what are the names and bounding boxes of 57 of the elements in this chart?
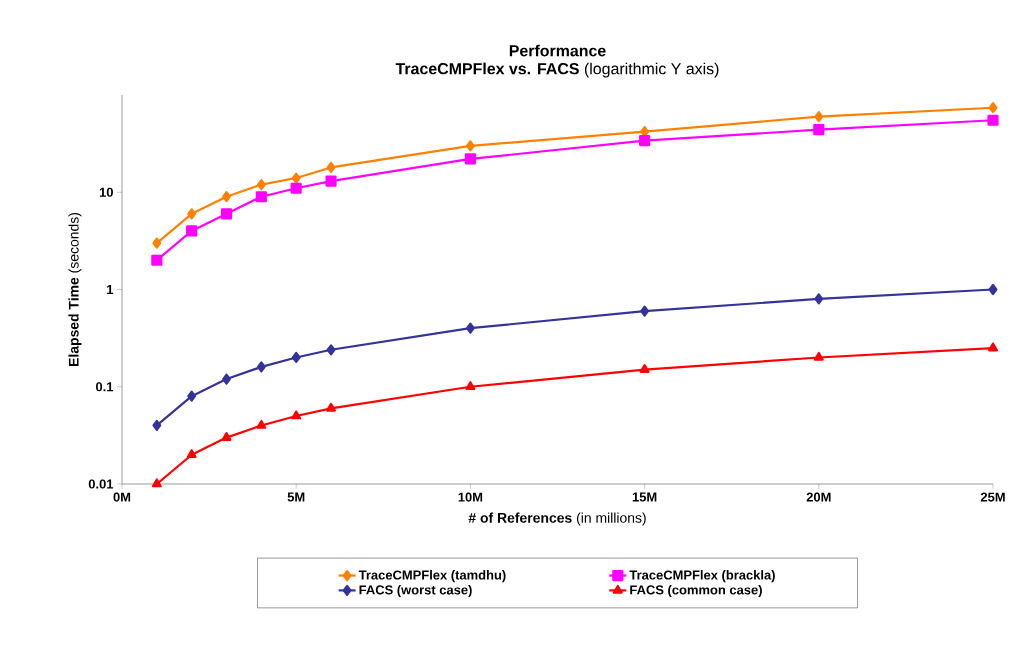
point — [186, 449, 197, 459]
legend-label: TraceCMPFlex (brackla) — [629, 570, 775, 583]
x-tick-label: 0M — [113, 492, 131, 502]
point — [640, 305, 650, 317]
point — [813, 124, 825, 136]
point — [814, 293, 824, 305]
point — [290, 182, 302, 194]
point — [988, 102, 998, 114]
point — [639, 364, 650, 373]
point — [464, 153, 476, 165]
y-tick-label: 1 — [107, 285, 114, 294]
point — [220, 208, 233, 220]
y-tick-label: 0.1 — [95, 382, 114, 392]
point — [326, 161, 336, 174]
y-axis-title: Elapsed Time (seconds) — [68, 212, 82, 366]
point — [988, 283, 998, 296]
point — [222, 373, 231, 385]
legend-label: FACS (worst case) — [359, 584, 472, 598]
point — [256, 419, 267, 429]
point — [813, 351, 824, 361]
point — [187, 208, 197, 220]
point — [187, 390, 197, 402]
point — [291, 410, 302, 420]
point — [326, 402, 337, 412]
point — [465, 322, 475, 334]
point — [291, 351, 301, 364]
point — [639, 134, 651, 147]
point — [814, 110, 824, 123]
point — [465, 381, 476, 391]
chart-subtitle: TraceCMPFlex vs. FACS (logarithmic Y axis) — [395, 62, 719, 78]
point — [988, 342, 998, 352]
x-tick-label: 10M — [458, 492, 483, 502]
point — [987, 114, 999, 126]
y-tick-label: 10 — [99, 187, 113, 197]
point — [465, 140, 475, 152]
point — [151, 254, 163, 266]
legend-label: FACS (common case) — [630, 584, 762, 598]
point — [325, 175, 337, 187]
point — [222, 191, 231, 203]
legend-label: TraceCMPFlex (tamdhu) — [358, 570, 506, 583]
point — [291, 172, 301, 184]
point — [151, 478, 162, 488]
x-tick-label: 20M — [806, 492, 831, 502]
point — [256, 178, 266, 191]
point — [326, 344, 336, 356]
chart-title: Performance — [509, 44, 606, 57]
x-tick-label: 25M — [980, 492, 1005, 502]
x-tick-label: 15M — [632, 492, 657, 502]
point — [221, 432, 232, 441]
point — [186, 225, 198, 237]
point — [152, 237, 162, 249]
y-tick-label: 0.01 — [88, 479, 114, 489]
x-tick-label: 5M — [287, 492, 305, 502]
point — [255, 191, 267, 203]
x-axis-title: # of References (in millions) — [468, 512, 646, 526]
point — [256, 361, 266, 373]
point — [152, 419, 162, 432]
